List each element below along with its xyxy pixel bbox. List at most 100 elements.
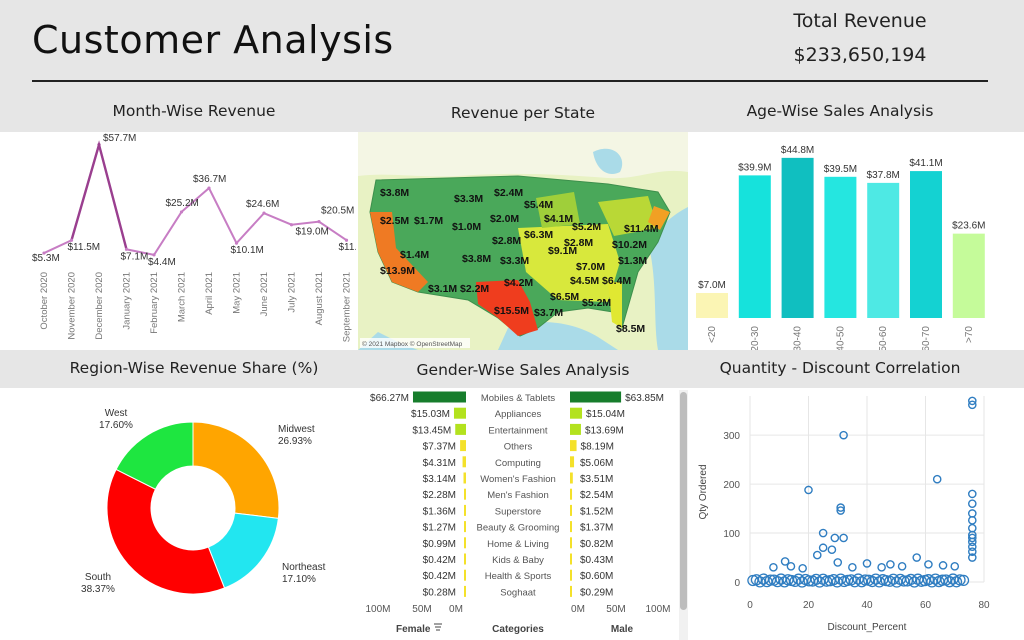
- male-bar-label: $15.04M: [586, 409, 625, 420]
- female-axis-tick: 50M: [412, 604, 431, 615]
- map-attribution-bg: [360, 338, 470, 348]
- qty-point: [771, 575, 784, 588]
- male-bar: [570, 537, 572, 549]
- month-revenue-data-label: $7.1M: [121, 251, 149, 262]
- month-revenue-point: [97, 143, 101, 147]
- category-label: Superstore: [495, 506, 541, 517]
- qty-point: [827, 545, 837, 554]
- map-state-label: $2.5M: [380, 215, 409, 227]
- qty-point: [786, 562, 796, 571]
- region-slice-name: West: [105, 408, 128, 419]
- male-bar: [570, 553, 572, 565]
- state-revenue-map[interactable]: $3.8M $3.3M $2.4M$5.4M $2.5M $1.7M $2.0M $4.1M…: [358, 132, 688, 350]
- map-state-label: $13.9M: [380, 265, 415, 277]
- qty-point: [924, 560, 933, 569]
- region-slice-south: [106, 468, 226, 595]
- female-bar: [460, 440, 466, 452]
- qty-point: [967, 396, 977, 406]
- total-revenue-value: $233,650,194: [793, 44, 927, 66]
- female-axis-tick: 0M: [449, 604, 463, 615]
- map-state-label: $4.5M: [570, 275, 599, 287]
- map-state-label: $2.0M: [490, 213, 519, 225]
- qty-ytick-label: 0: [734, 578, 740, 589]
- qty-discount-chart: 0 100 200 300 0 20 40 60 80 Qty Ordered Discount_P…: [698, 396, 990, 633]
- qty-point: [905, 573, 917, 586]
- age-tick-label: 50-60: [878, 326, 889, 350]
- female-bar-label: $0.42M: [423, 571, 456, 582]
- qty-point: [818, 528, 828, 538]
- month-revenue-data-label: $24.6M: [246, 199, 279, 210]
- male-bar: [570, 585, 572, 597]
- qty-point: [866, 575, 878, 588]
- male-bar: [570, 521, 572, 533]
- month-revenue-data-label: $19.0M: [296, 227, 329, 238]
- map-central-yellow: [518, 224, 620, 302]
- male-bar: [570, 504, 572, 516]
- age-tick-label: 60-70: [921, 326, 932, 350]
- gender-scrollbar-thumb[interactable]: [680, 392, 687, 610]
- qty-point: [926, 576, 938, 588]
- category-label: Appliances: [495, 409, 542, 420]
- qty-point: [804, 485, 813, 495]
- female-bar: [463, 472, 466, 484]
- female-bar-label: $7.37M: [423, 442, 456, 453]
- month-tick-label: April 2021: [204, 272, 215, 315]
- region-slice-name: South: [85, 572, 111, 583]
- qty-xtick-label: 60: [920, 600, 932, 611]
- map-state-label: $8.5M: [616, 323, 645, 335]
- month-revenue-point: [207, 186, 211, 190]
- qty-point: [912, 553, 922, 562]
- female-bar-label: $13.45M: [412, 425, 451, 436]
- male-bar-label: $0.29M: [580, 587, 613, 598]
- region-slice-midwest: [192, 421, 280, 519]
- gender-sales-chart: $66.27M Mobiles & Tablets $63.85M $15.03M Ap…: [365, 391, 671, 635]
- month-revenue-data-label: $4.4M: [148, 257, 176, 268]
- qty-point: [852, 573, 864, 585]
- category-label: Soghaat: [500, 587, 536, 598]
- month-revenue-peak-line: [70, 140, 128, 250]
- map-state-label: $2.8M: [564, 237, 593, 249]
- map-north-lime: [536, 192, 580, 228]
- map-state-label: $1.4M: [400, 249, 429, 261]
- month-revenue-data-label: $20.5M: [321, 206, 354, 217]
- male-bar: [570, 423, 581, 435]
- category-label: Others: [504, 442, 533, 453]
- female-bar-label: $15.03M: [411, 409, 450, 420]
- male-bar: [570, 569, 572, 581]
- age-bar-label: $7.0M: [698, 280, 726, 291]
- month-revenue-point: [262, 211, 266, 215]
- age-tick-label: >70: [964, 326, 975, 343]
- month-revenue-data-label: $57.7M: [103, 133, 136, 144]
- header-band: [0, 0, 1024, 132]
- female-bar: [464, 504, 466, 516]
- qty-point: [943, 576, 956, 588]
- qty-point: [830, 533, 840, 543]
- month-revenue-data-label: $11.5M: [68, 242, 101, 253]
- month-tick-label: November 2020: [67, 272, 78, 340]
- page-title: Customer Analysis: [32, 18, 394, 62]
- month-tick-label: February 2021: [149, 272, 160, 334]
- qty-point: [967, 533, 977, 543]
- map-state-label: $4.2M: [504, 277, 533, 289]
- age-bar: [781, 157, 814, 318]
- region-slice-west: [115, 421, 194, 490]
- month-tick-label: January 2021: [122, 272, 133, 330]
- map-state-label: $2.2M: [460, 283, 489, 295]
- qty-point: [792, 573, 805, 585]
- map-state-label: $15.5M: [494, 305, 529, 317]
- sort-icon: [434, 623, 442, 631]
- month-tick-label: July 2021: [287, 272, 298, 313]
- qty-point: [897, 562, 907, 571]
- month-revenue-title: Month-Wise Revenue: [112, 102, 276, 120]
- male-bar-label: $2.54M: [580, 490, 613, 501]
- map-state-label: $3.3M: [454, 193, 483, 205]
- qty-xtick-label: 80: [978, 600, 990, 611]
- qty-point: [870, 573, 882, 585]
- female-bar: [464, 569, 466, 581]
- male-axis-title: Male: [611, 624, 634, 635]
- age-sales-title: Age-Wise Sales Analysis: [746, 102, 934, 120]
- age-bar-label: $44.8M: [781, 145, 814, 156]
- age-tick-label: 40-50: [835, 326, 846, 350]
- qty-point: [967, 542, 977, 552]
